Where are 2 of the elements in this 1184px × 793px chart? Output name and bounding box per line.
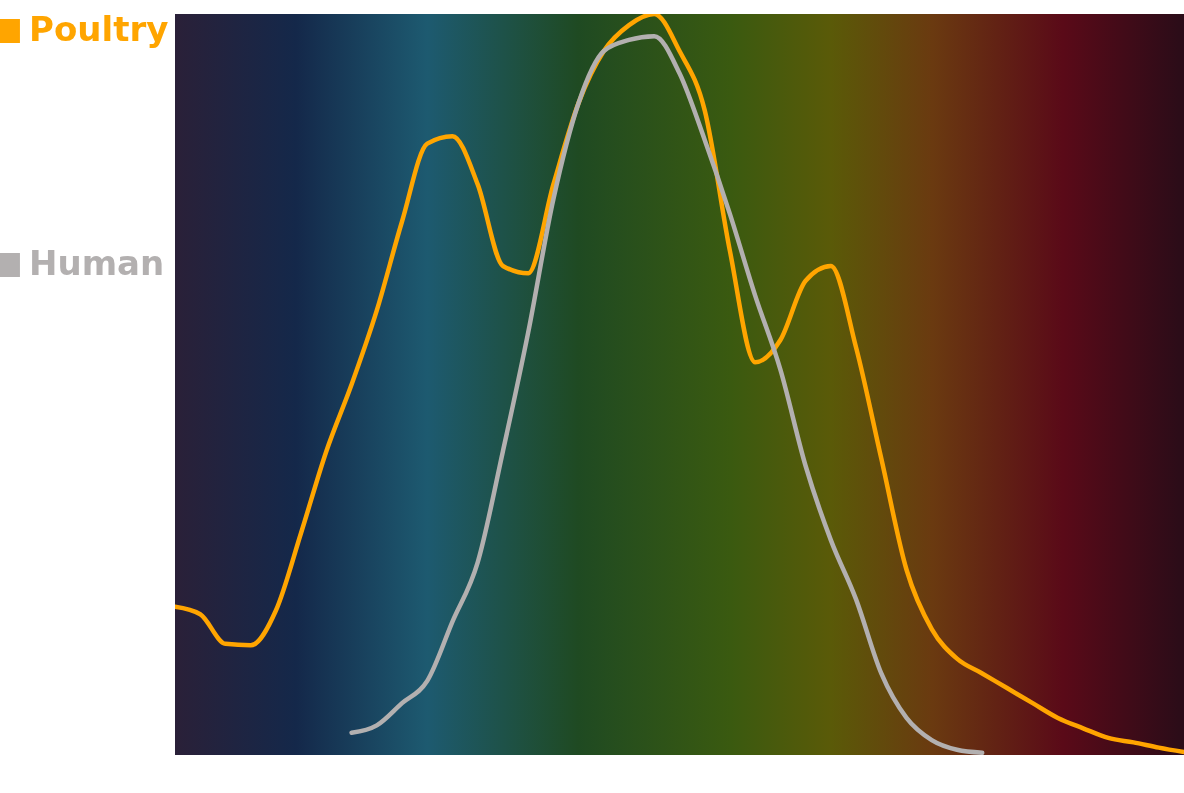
legend-label: Human — [29, 243, 165, 283]
legend-label: Poultry — [29, 9, 169, 49]
